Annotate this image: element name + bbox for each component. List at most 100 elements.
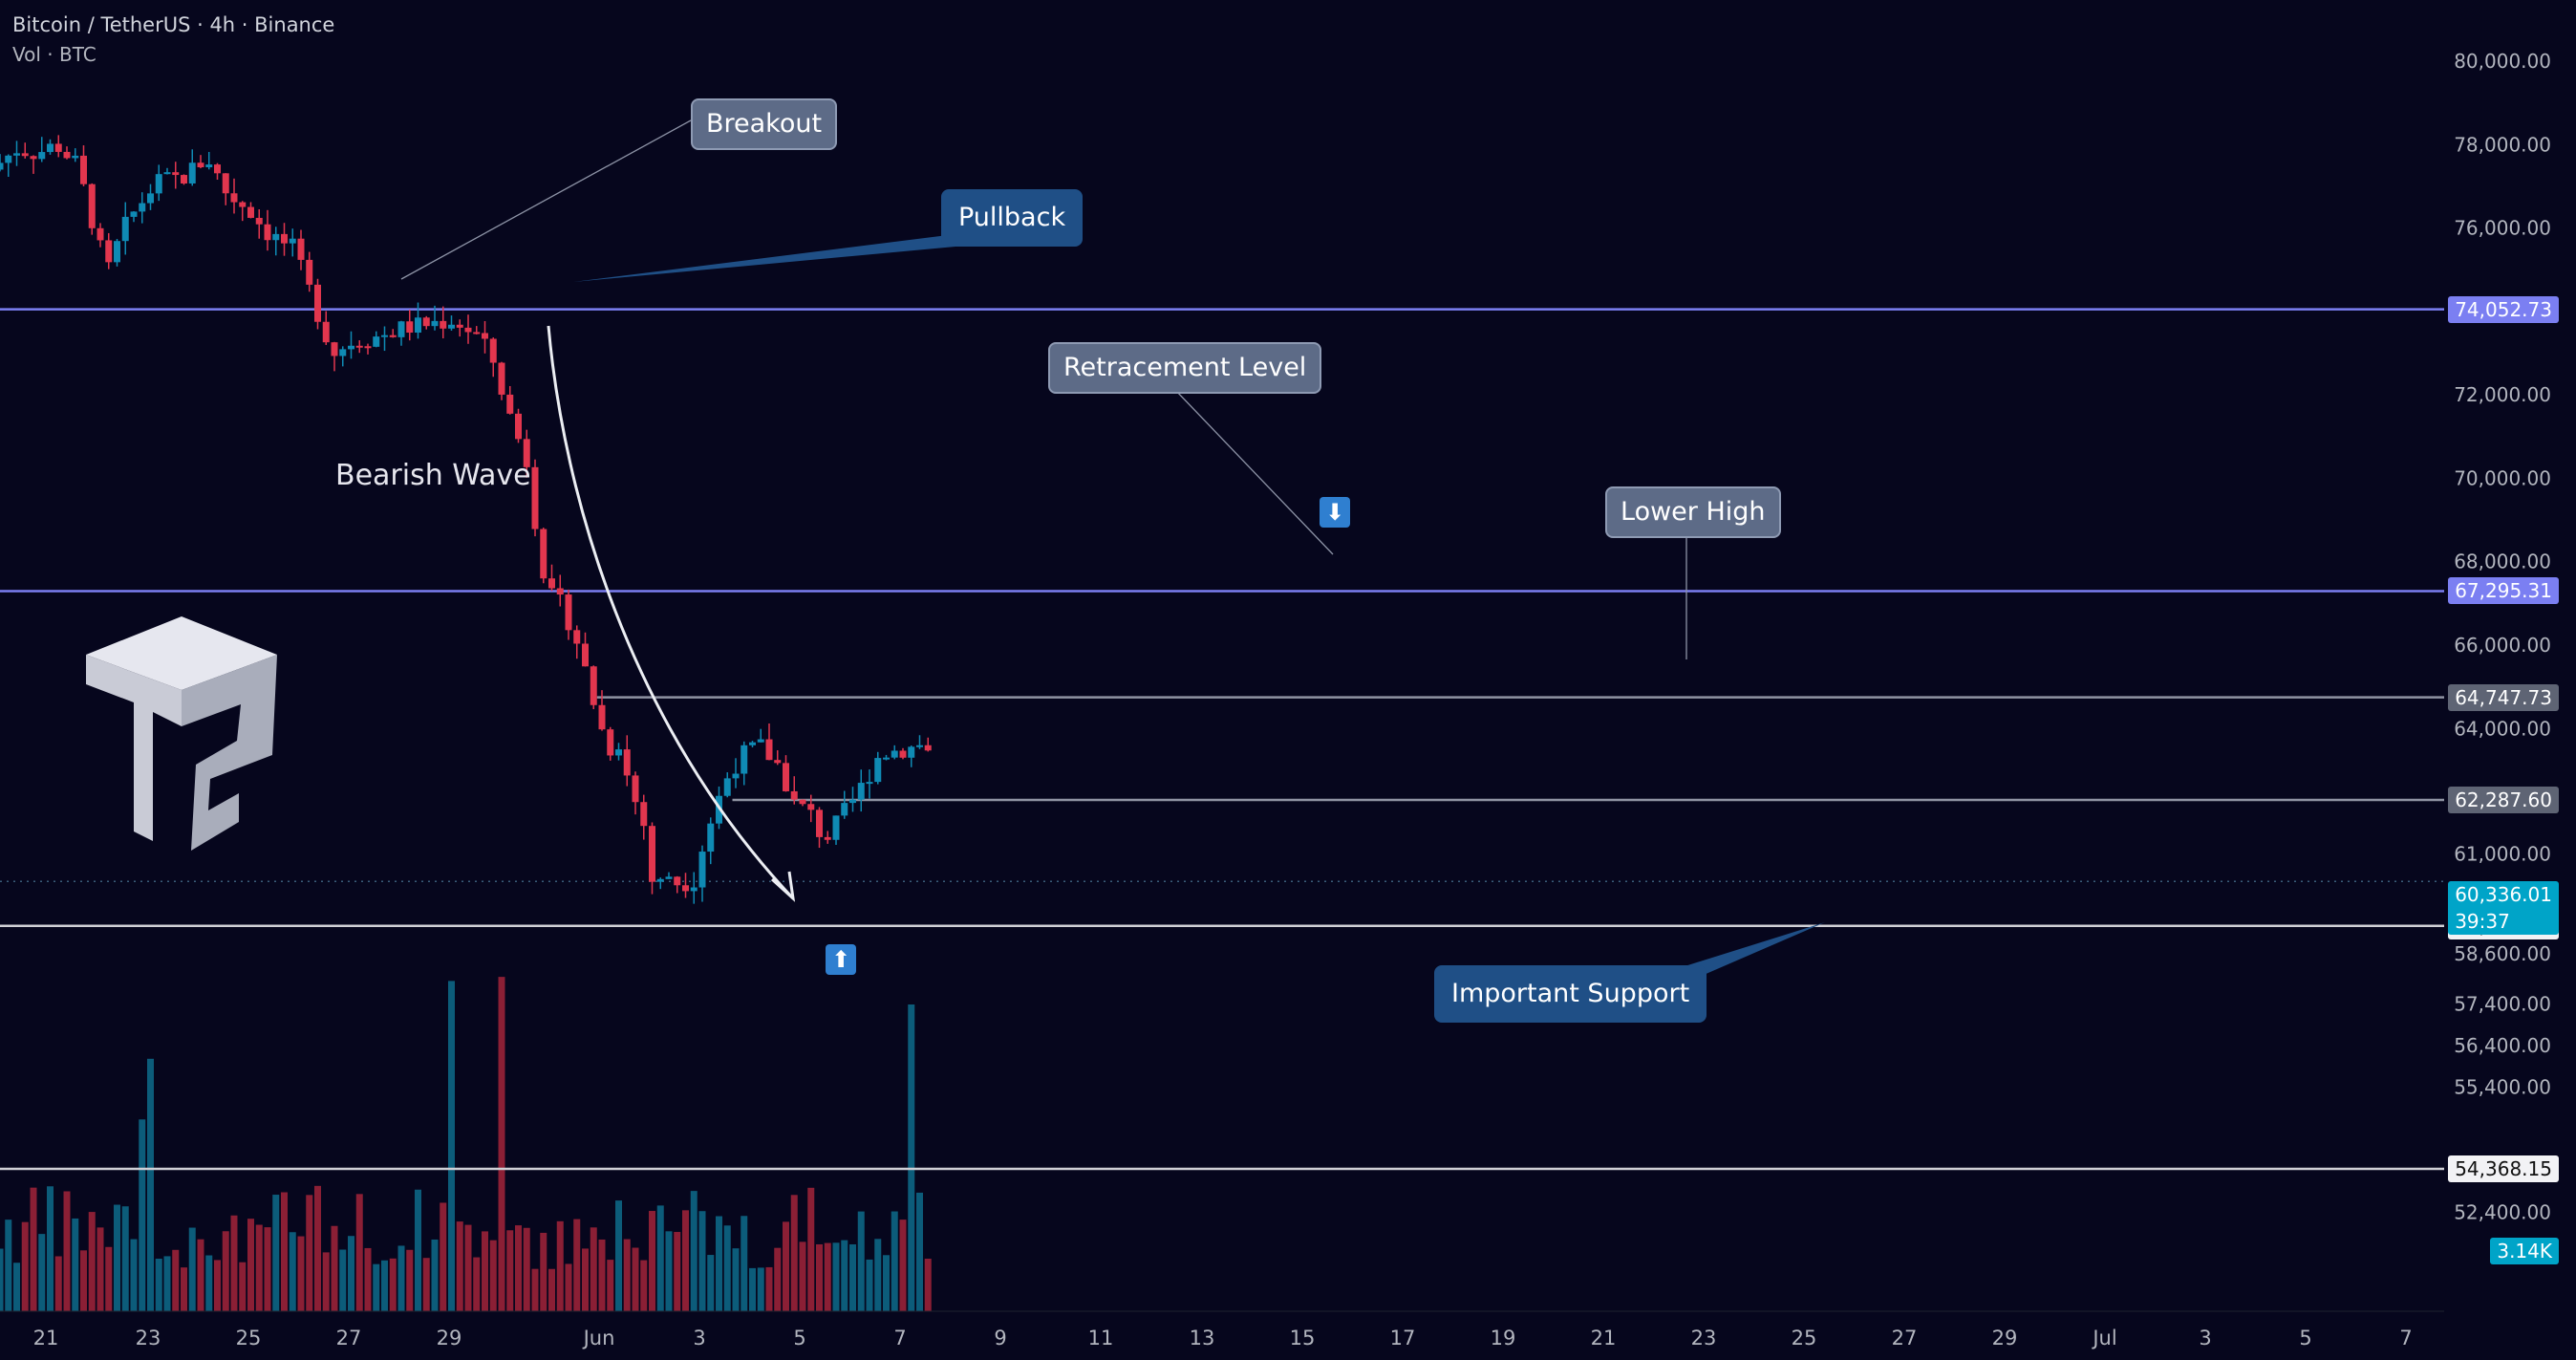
candle-body (389, 335, 397, 337)
candle-body (448, 324, 455, 329)
volume-bar (63, 1191, 71, 1311)
volume-bar (80, 1250, 87, 1311)
volume-bar (824, 1242, 831, 1311)
volume-bar (506, 1230, 514, 1311)
level-price-tag-3[interactable]: 62,287.60 (2448, 787, 2559, 814)
level-price-tag-1[interactable]: 67,295.31 (2448, 577, 2559, 605)
time-tick-label: 21 (1591, 1327, 1617, 1349)
level-price-tag-2[interactable]: 64,747.73 (2448, 683, 2559, 711)
volume-bar (674, 1232, 681, 1311)
time-tick-label: 9 (994, 1327, 1006, 1349)
candle-body (531, 466, 539, 529)
time-tick-label: 25 (1792, 1327, 1817, 1349)
volume-bar (172, 1249, 180, 1311)
candle-body (482, 333, 488, 339)
candle-body (607, 729, 614, 756)
volume-bar (640, 1260, 648, 1311)
candle-body (656, 878, 664, 882)
candle-body (924, 745, 932, 751)
candle-body (866, 782, 873, 785)
breakout-label[interactable]: Breakout (691, 98, 838, 150)
candle-body (749, 742, 756, 745)
volume-bar (205, 1255, 213, 1311)
level-price-tag-5[interactable]: 54,368.15 (2448, 1155, 2559, 1182)
volume-bar (732, 1248, 740, 1311)
time-tick-label: 27 (336, 1327, 362, 1349)
current-price-tag[interactable]: 60,336.01 39:37 (2448, 881, 2559, 936)
price-tick-label: 66,000.00 (2454, 634, 2551, 657)
last-volume-tag[interactable]: 3.14K (2490, 1238, 2559, 1264)
candle-body (649, 826, 655, 882)
candle-body (255, 217, 263, 225)
countdown-timer: 39:37 (2455, 910, 2510, 934)
volume-bar (147, 1058, 154, 1311)
volume-bar (573, 1219, 581, 1311)
volume-bar (698, 1211, 706, 1311)
candle-body (181, 175, 187, 183)
candle-body (540, 529, 547, 579)
candle-body (264, 224, 271, 241)
volume-bar (281, 1192, 288, 1311)
retracement-level-label[interactable]: Retracement Level (1048, 342, 1322, 394)
volume-bar (5, 1220, 12, 1311)
price-tick-label: 76,000.00 (2454, 217, 2551, 240)
volume-bar (916, 1192, 923, 1311)
candle-body (857, 783, 865, 800)
candle-body (114, 241, 120, 263)
volume-bar (682, 1210, 689, 1311)
pullback-label[interactable]: Pullback (941, 189, 1084, 247)
volume-bar (464, 1224, 472, 1311)
volume-bar (707, 1255, 715, 1311)
level-price-tag-0[interactable]: 74,052.73 (2448, 295, 2559, 323)
candle-body (422, 317, 430, 327)
candle-body (214, 164, 221, 174)
lower-high-label[interactable]: Lower High (1605, 486, 1781, 538)
volume-bar (565, 1263, 572, 1311)
candle-body (373, 336, 380, 347)
volume-bar (498, 977, 505, 1311)
candle-body (824, 836, 831, 840)
price-tick-label: 52,400.00 (2454, 1201, 2551, 1224)
volume-bar (54, 1256, 62, 1311)
price-tick-label: 61,000.00 (2454, 842, 2551, 865)
candle-body (640, 802, 648, 827)
arrow-down-icon[interactable]: ⬇ (1320, 497, 1350, 528)
volume-bar (440, 1202, 447, 1311)
volume-bar (272, 1195, 280, 1311)
candle-body (841, 803, 848, 816)
volume-bar (783, 1221, 789, 1311)
bearish-wave-arrowhead (770, 871, 796, 902)
important-support-label[interactable]: Important Support (1434, 965, 1707, 1023)
price-tick-label: 68,000.00 (2454, 550, 2551, 573)
candle-body (464, 327, 472, 333)
price-tick-label: 64,000.00 (2454, 717, 2551, 740)
time-tick-label: 19 (1491, 1327, 1516, 1349)
candle-body (322, 321, 330, 343)
volume-bar (13, 1263, 20, 1311)
candle-body (121, 216, 129, 242)
candle-body (222, 173, 229, 194)
volume-bar (415, 1189, 421, 1311)
volume-bar (899, 1220, 907, 1311)
volume-bar (891, 1211, 898, 1311)
arrow-up-icon[interactable]: ⬆ (826, 944, 856, 975)
candle-body (105, 240, 113, 263)
candle-body (765, 739, 773, 761)
candle-body (473, 332, 481, 335)
candle-body (556, 588, 564, 595)
volume-bar (264, 1227, 271, 1311)
time-tick-label: 25 (236, 1327, 262, 1349)
volume-bar (339, 1249, 347, 1311)
volume-bar (38, 1234, 46, 1311)
candle-body (498, 362, 505, 395)
candle-body (682, 885, 689, 892)
bearish-wave-label[interactable]: Bearish Wave (335, 459, 531, 492)
candle-body (289, 238, 296, 244)
volume-bar (30, 1187, 37, 1311)
candle-body (582, 643, 589, 667)
volume-bar (807, 1187, 815, 1311)
volume-bar (489, 1240, 497, 1311)
volume-bar (582, 1248, 589, 1311)
bearish-wave-arrow (547, 325, 795, 900)
